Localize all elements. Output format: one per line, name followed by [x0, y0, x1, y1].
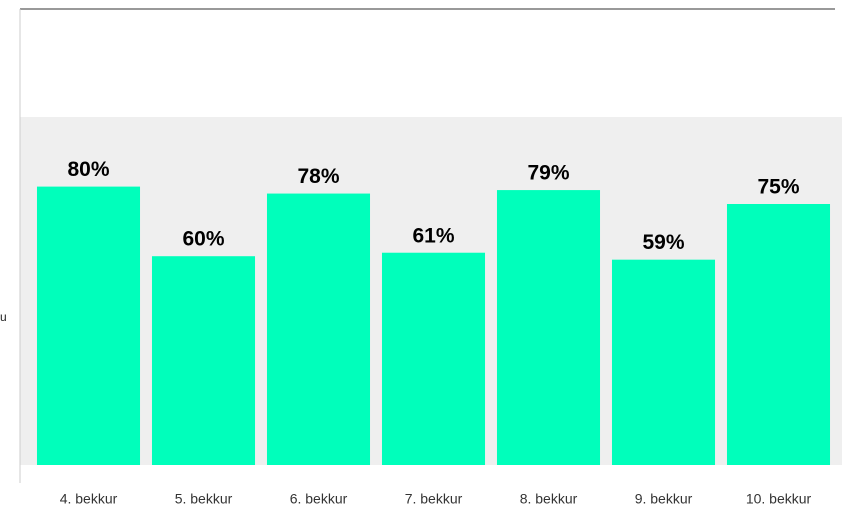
x-tick-label: 7. bekkur [405, 491, 463, 507]
value-label: 80% [67, 158, 109, 181]
value-label: 59% [642, 231, 684, 254]
y-axis-label: u [0, 310, 7, 324]
value-label: 61% [412, 224, 454, 247]
x-tick-label: 6. bekkur [290, 491, 348, 507]
value-label: 75% [757, 176, 799, 199]
x-tick-label: 4. bekkur [60, 491, 118, 507]
bar [266, 193, 371, 465]
x-tick-label: 8. bekkur [520, 491, 578, 507]
value-label: 78% [297, 165, 339, 188]
x-tick-label: 10. bekkur [746, 491, 812, 507]
bar [381, 252, 486, 465]
bar [611, 259, 716, 465]
bar [496, 190, 601, 465]
value-label: 79% [527, 162, 569, 185]
value-label: 60% [182, 228, 224, 251]
bar [36, 186, 141, 465]
x-tick-label: 5. bekkur [175, 491, 233, 507]
bar [726, 204, 831, 465]
x-tick-label: 9. bekkur [635, 491, 693, 507]
bar [151, 256, 256, 465]
